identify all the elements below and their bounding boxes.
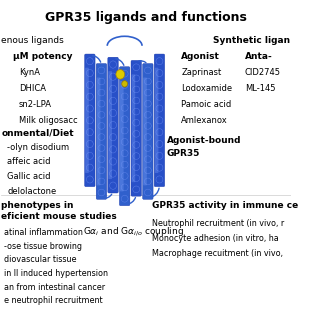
FancyBboxPatch shape bbox=[143, 77, 147, 185]
Circle shape bbox=[116, 69, 125, 79]
Text: -olyn disodium: -olyn disodium bbox=[7, 142, 69, 152]
Text: diovascular tissue: diovascular tissue bbox=[4, 255, 77, 265]
Text: GPR35 ligands and functions: GPR35 ligands and functions bbox=[45, 11, 247, 24]
Text: affeic acid: affeic acid bbox=[7, 157, 51, 166]
Text: μM potency: μM potency bbox=[13, 52, 73, 61]
Text: Monocyte adhesion (in vitro, ha: Monocyte adhesion (in vitro, ha bbox=[152, 234, 279, 243]
Text: G$\alpha$$_i$ and G$\alpha$$_{i/o}$ coupling: G$\alpha$$_i$ and G$\alpha$$_{i/o}$ coup… bbox=[83, 225, 184, 238]
Text: in II induced hypertension: in II induced hypertension bbox=[4, 269, 108, 278]
FancyBboxPatch shape bbox=[108, 57, 118, 193]
Circle shape bbox=[122, 81, 128, 87]
Text: CID2745: CID2745 bbox=[245, 68, 281, 77]
FancyBboxPatch shape bbox=[132, 74, 135, 182]
Text: GPR35 activity in immune ce: GPR35 activity in immune ce bbox=[152, 201, 299, 210]
Text: atinal inflammation: atinal inflammation bbox=[4, 228, 83, 237]
FancyBboxPatch shape bbox=[154, 54, 165, 187]
Text: delolactone: delolactone bbox=[7, 187, 56, 196]
FancyBboxPatch shape bbox=[85, 68, 89, 173]
Text: ML-145: ML-145 bbox=[245, 84, 276, 93]
Text: Milk oligosacc: Milk oligosacc bbox=[19, 116, 77, 124]
Text: Synthetic ligan: Synthetic ligan bbox=[213, 36, 290, 45]
FancyBboxPatch shape bbox=[108, 71, 112, 179]
Text: sn2-LPA: sn2-LPA bbox=[19, 100, 52, 109]
Text: Zaprinast: Zaprinast bbox=[181, 68, 221, 77]
Text: Agonist: Agonist bbox=[181, 52, 220, 61]
Text: an from intestinal cancer: an from intestinal cancer bbox=[4, 283, 105, 292]
FancyBboxPatch shape bbox=[97, 77, 100, 185]
FancyBboxPatch shape bbox=[131, 60, 141, 196]
Text: KynA: KynA bbox=[19, 68, 40, 77]
FancyBboxPatch shape bbox=[143, 64, 153, 199]
Text: phenotypes in
eficient mouse studies: phenotypes in eficient mouse studies bbox=[1, 201, 117, 220]
Text: Agonist-bound: Agonist-bound bbox=[167, 136, 241, 145]
Text: Macrophage recuitment (in vivo,: Macrophage recuitment (in vivo, bbox=[152, 249, 283, 258]
Text: DHICA: DHICA bbox=[19, 84, 46, 93]
Text: Gallic acid: Gallic acid bbox=[7, 172, 51, 181]
FancyBboxPatch shape bbox=[96, 64, 107, 199]
Text: Anta-: Anta- bbox=[245, 52, 273, 61]
Text: -ose tissue browing: -ose tissue browing bbox=[4, 242, 82, 251]
Text: GPR35: GPR35 bbox=[167, 149, 200, 158]
Text: Lodoxamide: Lodoxamide bbox=[181, 84, 232, 93]
Text: Amlexanox: Amlexanox bbox=[181, 116, 228, 124]
FancyBboxPatch shape bbox=[120, 81, 124, 191]
Text: onmental/Diet: onmental/Diet bbox=[1, 128, 74, 137]
Text: Pamoic acid: Pamoic acid bbox=[181, 100, 231, 109]
FancyBboxPatch shape bbox=[119, 67, 130, 206]
FancyBboxPatch shape bbox=[84, 54, 95, 187]
Text: enous ligands: enous ligands bbox=[1, 36, 64, 45]
FancyBboxPatch shape bbox=[155, 68, 158, 173]
Text: e neutrophil recruitment: e neutrophil recruitment bbox=[4, 296, 103, 305]
Text: Neutrophil recruitment (in vivo, r: Neutrophil recruitment (in vivo, r bbox=[152, 219, 284, 228]
